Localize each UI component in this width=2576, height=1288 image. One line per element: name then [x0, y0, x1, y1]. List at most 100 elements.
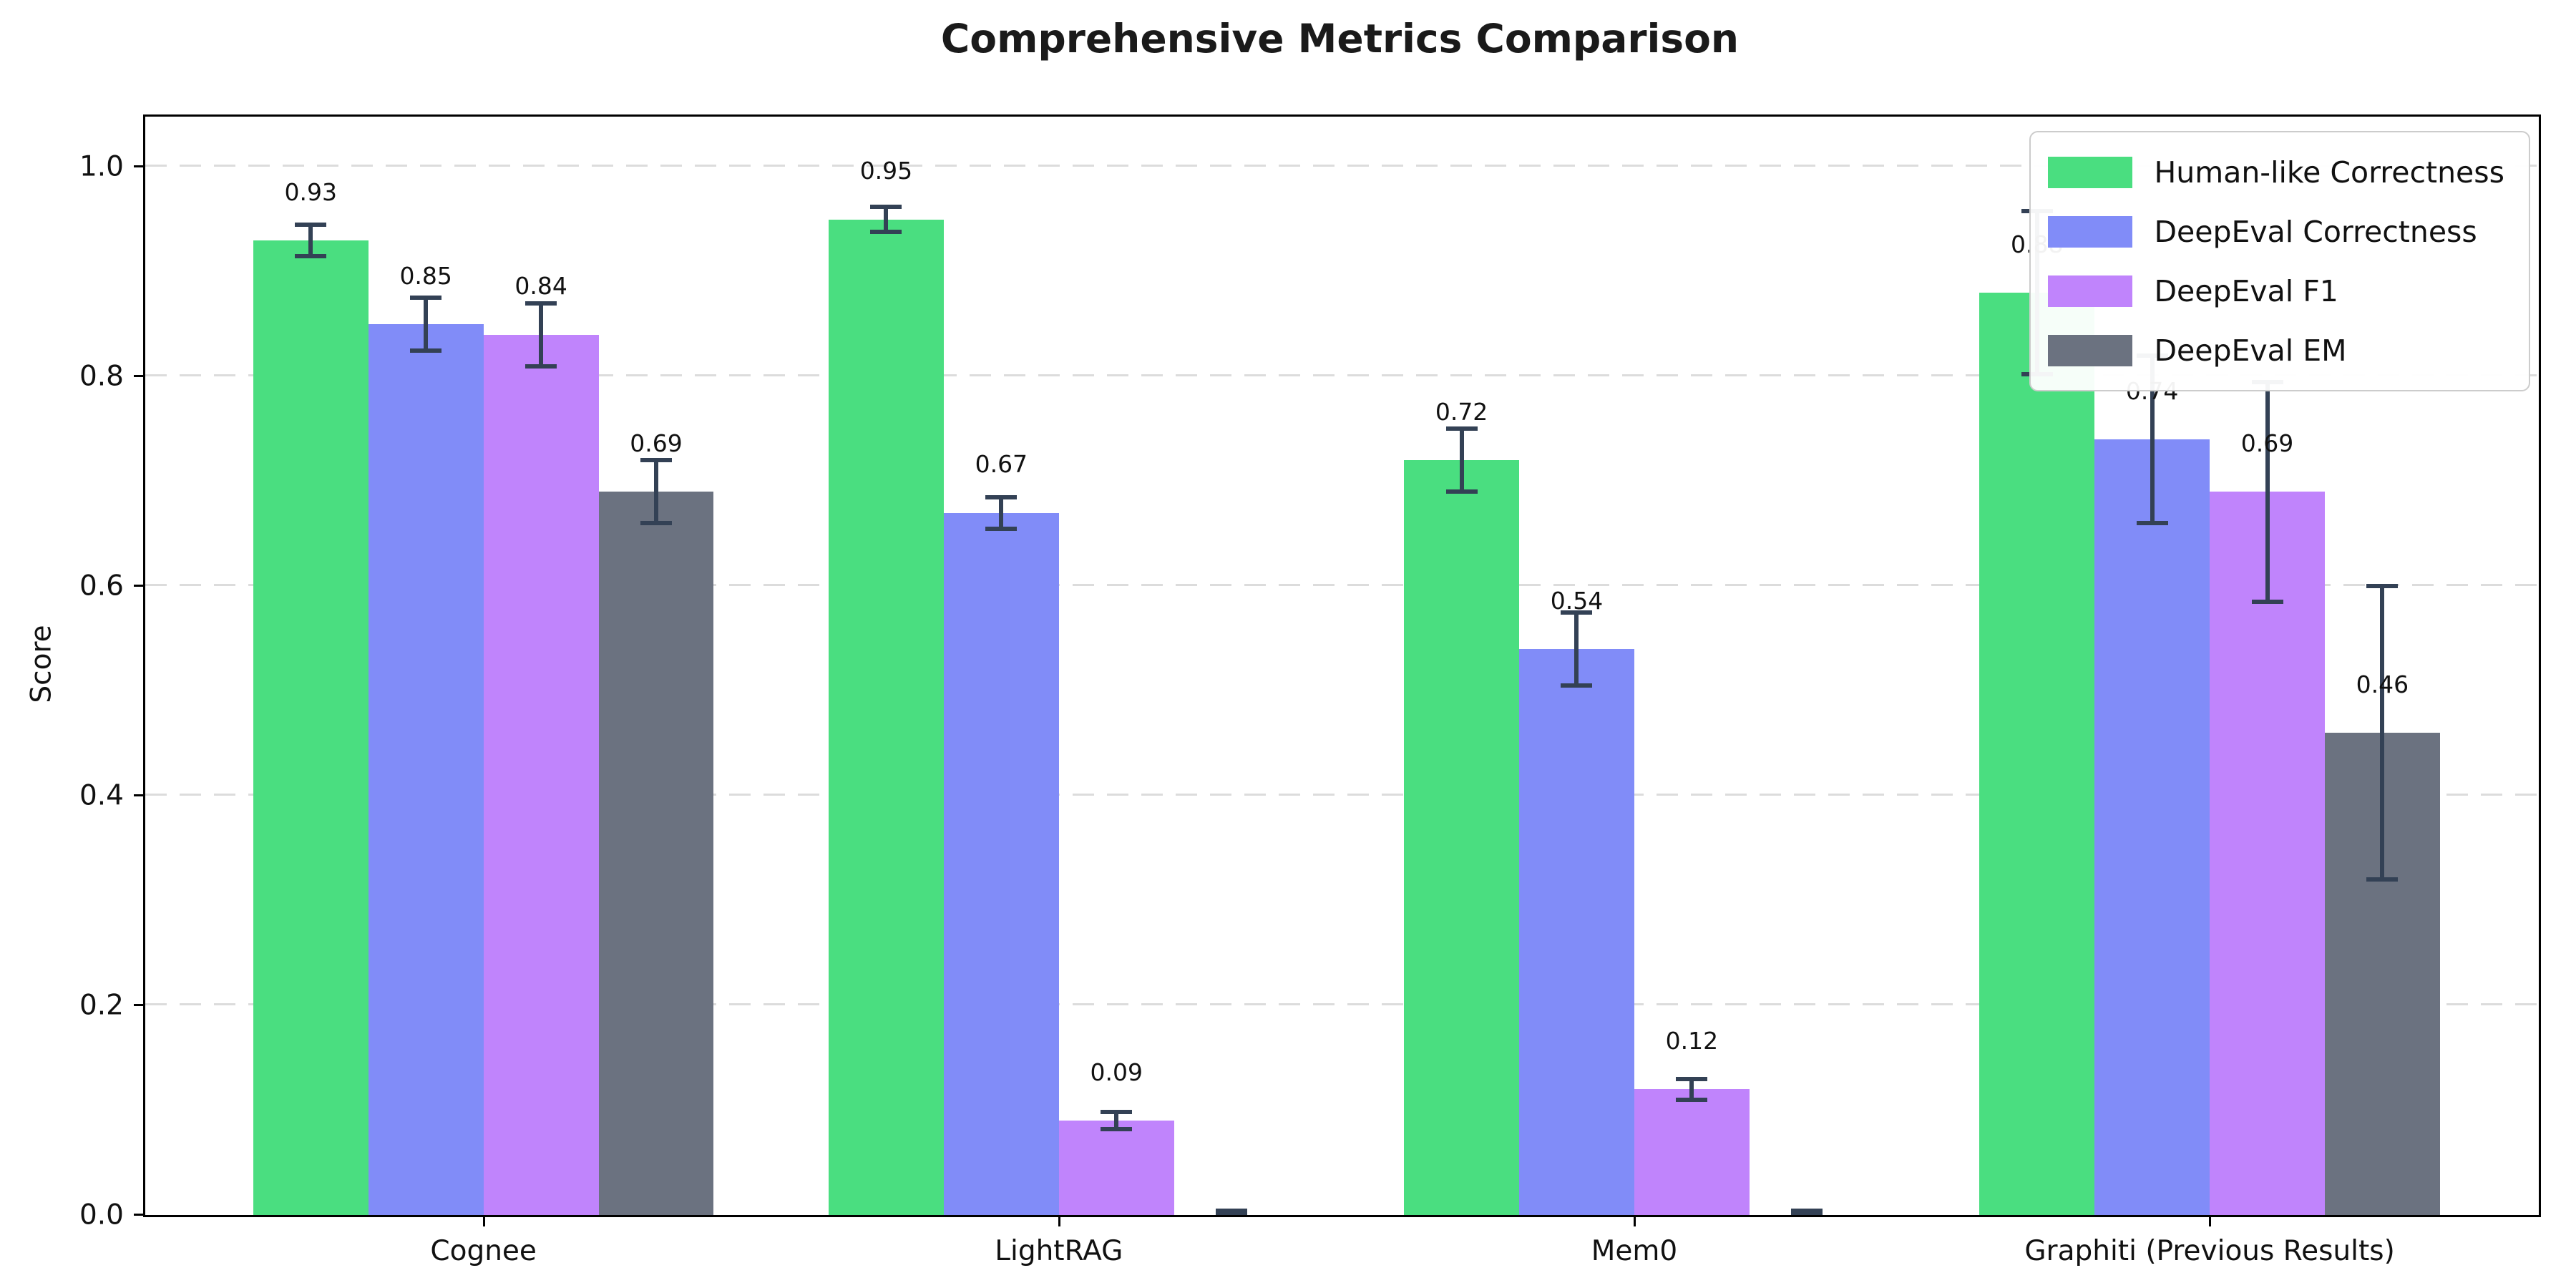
legend-swatch: [2048, 215, 2133, 248]
y-axis-tick: [134, 165, 145, 168]
legend: Human-like Correctness DeepEval Correctne…: [2029, 131, 2530, 391]
error-bar-cap-top: [870, 204, 902, 209]
error-bar-cap-top: [1445, 426, 1478, 431]
legend-swatch: [2048, 334, 2133, 366]
error-bar-line: [2150, 355, 2155, 524]
y-axis-title: Score: [25, 625, 58, 703]
error-bar-cap-bottom: [1561, 683, 1593, 688]
bar-value-label: 0.12: [1665, 1026, 1719, 1055]
plot-area: Human-like Correctness DeepEval Correctne…: [79, 114, 2541, 1267]
legend-label: DeepEval F1: [2154, 273, 2338, 308]
bar-value-label: 0.46: [2356, 670, 2409, 698]
bar-value-label: 0.93: [284, 177, 338, 206]
error-bar-cap-bottom: [2136, 521, 2168, 526]
x-tick-label: Graphiti (Previous Results): [2024, 1235, 2395, 1267]
legend-swatch: [2048, 156, 2133, 188]
bar: [253, 240, 369, 1215]
error-bar-cap-bottom: [1676, 1097, 1708, 1102]
y-axis-tick: [134, 585, 145, 587]
y-tick-label: 0.0: [79, 1199, 124, 1231]
error-bar-cap-bottom: [1445, 489, 1478, 494]
error-bar-cap-bottom: [2251, 600, 2283, 605]
error-bar-line: [2380, 586, 2385, 880]
error-bar-cap-bottom: [525, 364, 557, 369]
bar-value-label: 0.67: [975, 450, 1028, 479]
error-bar-cap-bottom: [985, 526, 1018, 531]
y-axis-tick: [134, 1004, 145, 1007]
error-bar-cap-bottom: [640, 521, 672, 526]
bar-value-label: 0.95: [859, 157, 913, 185]
bar: [368, 324, 484, 1215]
error-bar-cap-bottom: [1216, 1211, 1248, 1215]
bar-value-label: 0.54: [1550, 586, 1604, 615]
bar-value-label: 0.69: [630, 429, 683, 458]
error-bar-cap-top: [640, 458, 672, 463]
bar: [1634, 1089, 1750, 1215]
bar: [943, 512, 1059, 1215]
error-bar-line: [1574, 612, 1579, 686]
legend-item: DeepEval F1: [2048, 261, 2504, 321]
bar-value-label: 0.84: [514, 272, 567, 301]
error-bar-cap-bottom: [410, 348, 442, 353]
error-bar-line: [653, 460, 658, 524]
bar: [1519, 649, 1634, 1215]
error-bar-cap-bottom: [2366, 877, 2399, 882]
error-bar-cap-bottom: [1791, 1211, 1823, 1215]
error-bar-line: [1689, 1078, 1694, 1100]
bar: [828, 219, 944, 1215]
error-bar-line: [308, 224, 313, 256]
bar-value-label: 0.72: [1435, 398, 1488, 426]
gridline: [145, 165, 2539, 167]
x-axis-tick: [1633, 1215, 1636, 1226]
y-tick-label: 0.6: [79, 570, 124, 602]
error-bar-cap-bottom: [1101, 1126, 1133, 1131]
error-bar-line: [424, 298, 429, 351]
legend-swatch: [2048, 275, 2133, 307]
bar-value-label: 0.69: [2240, 429, 2294, 458]
error-bar-cap-bottom: [870, 230, 902, 235]
gridline: [145, 1003, 2539, 1006]
y-axis-tick: [134, 1214, 145, 1216]
legend-label: DeepEval Correctness: [2154, 214, 2477, 249]
x-tick-label: Mem0: [1591, 1235, 1678, 1267]
chart-title: Comprehensive Metrics Comparison: [940, 16, 1740, 62]
error-bar-line: [1114, 1112, 1119, 1129]
error-bar-line: [539, 303, 544, 366]
y-axis-tick: [134, 794, 145, 797]
error-bar-cap-top: [1676, 1076, 1708, 1081]
legend-label: Human-like Correctness: [2154, 155, 2504, 190]
y-axis-tick: [134, 375, 145, 378]
bar: [1058, 1121, 1174, 1215]
bar: [1979, 293, 2095, 1215]
error-bar-cap-bottom: [295, 253, 327, 258]
x-tick-label: Cognee: [430, 1235, 537, 1267]
legend-item: DeepEval EM: [2048, 321, 2504, 380]
bar-value-label: 0.09: [1090, 1058, 1143, 1086]
x-axis-tick: [1058, 1215, 1060, 1226]
y-tick-label: 1.0: [79, 150, 124, 183]
y-tick-label: 0.4: [79, 779, 124, 812]
legend-item: Human-like Correctness: [2048, 142, 2504, 202]
error-bar-cap-top: [410, 296, 442, 301]
error-bar-cap-top: [985, 494, 1018, 499]
error-bar-line: [2265, 381, 2270, 602]
error-bar-cap-top: [525, 301, 557, 306]
error-bar-line: [884, 206, 889, 233]
y-tick-label: 0.2: [79, 989, 124, 1022]
x-axis-tick: [2209, 1215, 2212, 1226]
bar: [1404, 460, 1520, 1215]
gridline: [145, 584, 2539, 587]
error-bar-cap-top: [1561, 610, 1593, 615]
error-bar-line: [999, 497, 1004, 529]
error-bar-cap-top: [1101, 1110, 1133, 1115]
bar: [2094, 439, 2210, 1215]
gridline: [145, 374, 2539, 377]
error-bar-line: [1459, 429, 1464, 492]
x-tick-label: LightRAG: [995, 1235, 1123, 1267]
x-axis-tick: [482, 1215, 485, 1226]
bar: [483, 334, 599, 1215]
error-bar-cap-top: [295, 222, 327, 227]
gridline: [145, 794, 2539, 796]
legend-item: DeepEval Correctness: [2048, 202, 2504, 261]
